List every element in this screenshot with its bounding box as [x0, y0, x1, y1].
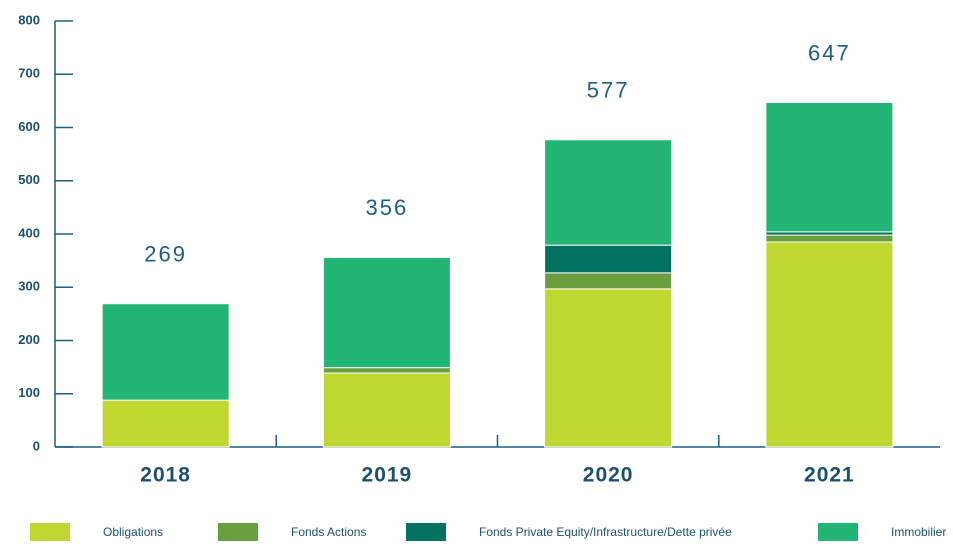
legend-label: Fonds Private Equity/Infrastructure/Dett… — [479, 525, 732, 539]
bar-segment — [322, 367, 451, 374]
y-tick-label: 400 — [18, 225, 40, 240]
bar-segment — [544, 272, 673, 290]
x-tick-label: 2020 — [583, 464, 634, 487]
legend-label: Obligations — [103, 525, 163, 539]
bar-segment — [544, 244, 673, 274]
y-tick-label: 300 — [18, 279, 40, 294]
legend-label: Immobilier — [891, 525, 946, 539]
y-tick-label: 100 — [18, 385, 40, 400]
bar-segment — [544, 288, 673, 448]
y-tick-label: 500 — [18, 172, 40, 187]
bar-segment — [322, 256, 451, 369]
bar-segment — [101, 399, 230, 448]
x-tick-label: 2021 — [804, 464, 855, 487]
y-tick-label: 700 — [18, 66, 40, 81]
legend-label: Fonds Actions — [291, 525, 366, 539]
total-label: 577 — [587, 78, 630, 103]
bar-segment — [101, 303, 230, 401]
y-tick-label: 800 — [18, 12, 40, 27]
bar-segment — [765, 234, 894, 243]
y-tick-label: 200 — [18, 332, 40, 347]
y-tick-label: 600 — [18, 119, 40, 134]
bar-segment — [765, 101, 894, 233]
bar-segment — [322, 372, 451, 448]
total-label: 269 — [144, 242, 187, 267]
total-label: 647 — [808, 40, 851, 65]
legend-swatch — [406, 523, 446, 541]
legend-swatch — [30, 523, 70, 541]
x-tick-label: 2019 — [362, 464, 413, 487]
total-label: 356 — [366, 195, 409, 220]
legend-swatch — [818, 523, 858, 541]
y-tick-label: 0 — [33, 438, 40, 453]
x-tick-label: 2018 — [140, 464, 191, 487]
legend-swatch — [218, 523, 258, 541]
bar-segment — [544, 139, 673, 246]
bar-segment — [765, 241, 894, 448]
